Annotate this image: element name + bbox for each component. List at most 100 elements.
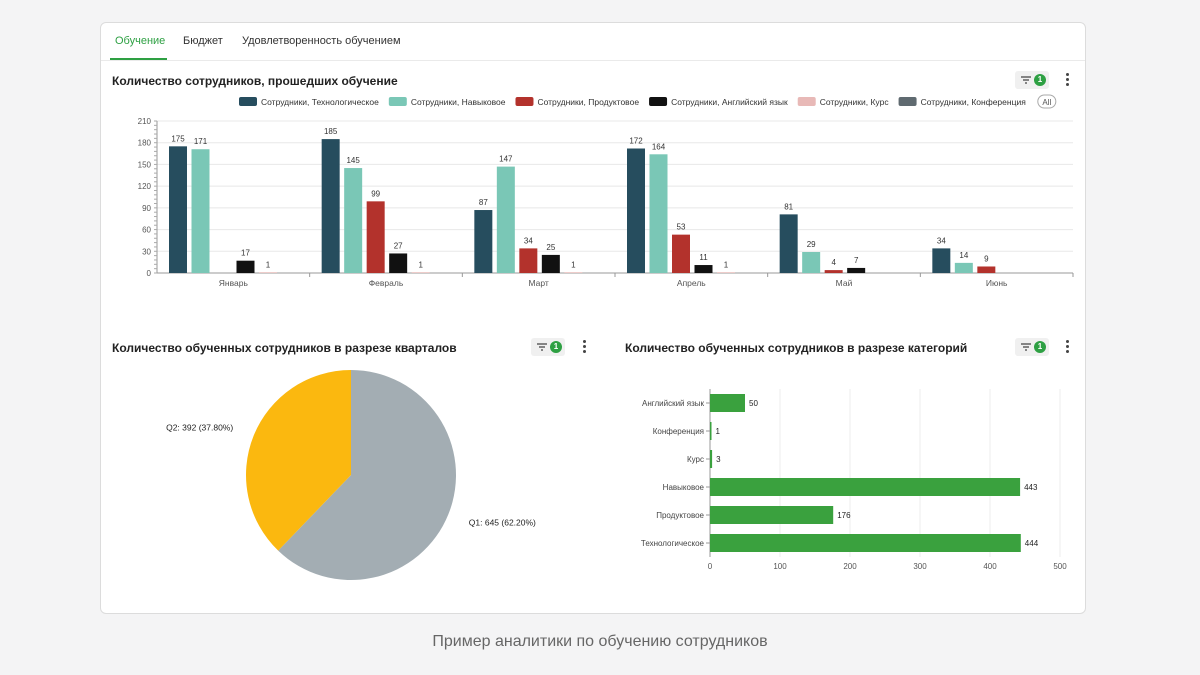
hbar-value-label: 50	[749, 399, 758, 408]
bar-value-label: 1	[266, 260, 271, 269]
bar-value-label: 17	[241, 249, 250, 258]
pie-chart-more-icon[interactable]	[580, 339, 590, 355]
pie-slice-label: Q1: 645 (62.20%)	[469, 517, 536, 527]
hbar-value-label: 3	[716, 455, 721, 464]
bar	[496, 166, 515, 273]
pie-chart-title: Количество обученных сотрудников в разре…	[112, 341, 457, 355]
legend-swatch	[797, 97, 816, 106]
hbar-value-label: 444	[1025, 539, 1039, 548]
bar-value-label: 147	[499, 155, 513, 164]
y-tick-label: 150	[138, 160, 152, 169]
legend-swatch	[898, 97, 917, 106]
y-tick-label: 120	[138, 182, 152, 191]
bar-value-label: 1	[571, 260, 576, 269]
hbar	[710, 534, 1021, 552]
bar	[824, 270, 843, 273]
bar-chart-more-icon[interactable]	[1063, 72, 1073, 88]
y-tick-label: 210	[138, 117, 152, 126]
y-tick-label: 90	[142, 204, 151, 213]
bar-value-label: 87	[479, 198, 488, 207]
hbar-value-label: 1	[716, 427, 721, 436]
filter-count-badge: 1	[1034, 74, 1046, 86]
pie-slice-q2	[246, 370, 351, 551]
bar	[236, 260, 255, 273]
legend-label: Сотрудники, Конференция	[921, 97, 1027, 107]
x-tick-label: Май	[836, 278, 853, 288]
x-tick-label: 100	[773, 562, 787, 571]
x-tick-label: 300	[913, 562, 927, 571]
filter-icon	[1021, 343, 1031, 351]
bar-chart-filter-button[interactable]: 1	[1015, 71, 1049, 89]
bar	[649, 154, 668, 273]
bar	[519, 248, 538, 273]
legend-swatch	[649, 97, 668, 106]
hbar	[710, 506, 834, 524]
filter-icon	[1021, 76, 1031, 84]
hbar-chart-filter-button[interactable]: 1	[1015, 338, 1049, 356]
bar-value-label: 14	[959, 251, 968, 260]
bar-value-label: 185	[324, 127, 338, 136]
bar	[847, 267, 866, 273]
bar-value-label: 34	[524, 236, 533, 245]
bar	[564, 272, 583, 273]
x-tick-label: 200	[843, 562, 857, 571]
bar-value-label: 172	[629, 137, 643, 146]
bar	[389, 253, 408, 273]
tab-satisfaction[interactable]: Удовлетворенность обучением	[242, 35, 401, 47]
x-tick-label: Январь	[219, 278, 249, 288]
tab-bar: Обучение Бюджет Удовлетворенность обучен…	[101, 23, 1085, 61]
bar	[411, 272, 430, 273]
bar-value-label: 25	[546, 243, 555, 252]
y-tick-label: 60	[142, 226, 151, 235]
hbar-value-label: 443	[1024, 483, 1038, 492]
pie-chart-filter-button[interactable]: 1	[531, 338, 565, 356]
bar-value-label: 81	[784, 202, 793, 211]
filter-count-badge: 1	[1034, 341, 1046, 353]
legend-label: Сотрудники, Технологическое	[261, 97, 379, 107]
tab-budget[interactable]: Бюджет	[183, 35, 223, 47]
y-tick-label: Конференция	[653, 427, 704, 436]
y-tick-label: Навыковое	[663, 483, 705, 492]
hbar-chart-more-icon[interactable]	[1063, 339, 1073, 355]
legend-label: Сотрудники, Навыковое	[411, 97, 506, 107]
bar	[717, 272, 735, 273]
filter-count-badge: 1	[550, 341, 562, 353]
bar	[474, 210, 493, 273]
hbar	[710, 422, 712, 440]
y-tick-label: Курс	[687, 455, 704, 464]
bar	[344, 168, 363, 273]
y-tick-label: Английский язык	[642, 399, 705, 408]
x-tick-label: Апрель	[677, 278, 706, 288]
bar-chart-title: Количество сотрудников, прошедших обучен…	[112, 74, 398, 88]
bar	[779, 214, 798, 273]
bar-value-label: 4	[831, 258, 836, 267]
tab-training[interactable]: Обучение	[115, 35, 166, 47]
bar-value-label: 27	[394, 241, 403, 250]
y-tick-label: 0	[147, 269, 152, 278]
bar	[977, 266, 996, 273]
bar	[627, 148, 645, 273]
y-tick-label: Продуктовое	[656, 511, 704, 520]
legend-label: Сотрудники, Курс	[820, 97, 890, 107]
pie-slice-label: Q2: 392 (37.80%)	[166, 423, 233, 433]
bar	[694, 265, 713, 273]
hbar-chart-title: Количество обученных сотрудников в разре…	[625, 341, 968, 355]
legend-swatch	[239, 97, 257, 106]
bar-value-label: 171	[194, 137, 208, 146]
x-tick-label: 0	[708, 562, 713, 571]
x-tick-label: Февраль	[369, 278, 404, 288]
bar	[259, 272, 277, 273]
bar-value-label: 1	[724, 260, 729, 269]
pie-slice-q1	[278, 370, 457, 580]
bar	[802, 252, 821, 273]
bar	[321, 139, 340, 273]
x-tick-label: Июнь	[986, 278, 1008, 288]
x-tick-label: 400	[983, 562, 997, 571]
hbar	[710, 450, 713, 468]
legend-all-label: All	[1042, 98, 1051, 107]
bar-value-label: 7	[854, 256, 859, 265]
bar	[191, 149, 210, 273]
